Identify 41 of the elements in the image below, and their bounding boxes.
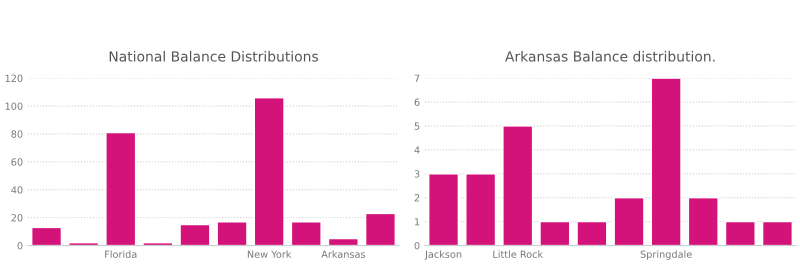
chart-title: Arkansas Balance distribution.	[505, 50, 715, 62]
x-tick-label: New York	[248, 250, 292, 258]
y-tick-label: 6	[414, 98, 420, 106]
x-tick-label: Jackson	[424, 250, 462, 260]
y-tick-label: 80	[11, 130, 22, 138]
bar	[724, 220, 756, 246]
bar	[539, 220, 570, 246]
chart-title: National Balance Distributions	[110, 50, 318, 62]
y-tick-label: 40	[11, 186, 22, 194]
bar	[502, 125, 534, 246]
y-tick-label: 60	[11, 158, 22, 166]
bar	[762, 220, 793, 246]
x-tick-label: Florida	[105, 250, 136, 258]
bar	[465, 173, 496, 246]
bar	[428, 173, 460, 246]
y-tick-label: 4	[414, 146, 420, 154]
y-tick-label: 5	[414, 122, 420, 130]
y-tick-label: 0	[414, 242, 420, 250]
y-tick-label: 0	[18, 242, 22, 250]
y-tick-label: 1	[415, 218, 420, 226]
bar	[576, 220, 608, 246]
bar	[364, 212, 396, 246]
x-tick-label: Little Rock	[493, 250, 544, 258]
y-tick-label: 2	[414, 194, 420, 202]
x-tick-label: Arkansas	[321, 250, 366, 258]
bar	[179, 224, 210, 246]
y-tick-label: 100	[6, 102, 22, 110]
y-tick-label: 3	[414, 170, 420, 178]
bar	[31, 226, 62, 246]
bar	[614, 196, 645, 246]
bar	[105, 132, 136, 246]
bar	[290, 221, 322, 246]
bar	[328, 238, 359, 246]
x-tick-label: Springdale	[640, 250, 692, 260]
bar	[254, 96, 285, 246]
bar	[216, 221, 248, 246]
bar	[650, 78, 682, 246]
bar	[688, 196, 719, 246]
y-tick-label: 20	[11, 214, 22, 222]
y-tick-label: 120	[6, 74, 22, 82]
y-tick-label: 7	[414, 74, 420, 82]
